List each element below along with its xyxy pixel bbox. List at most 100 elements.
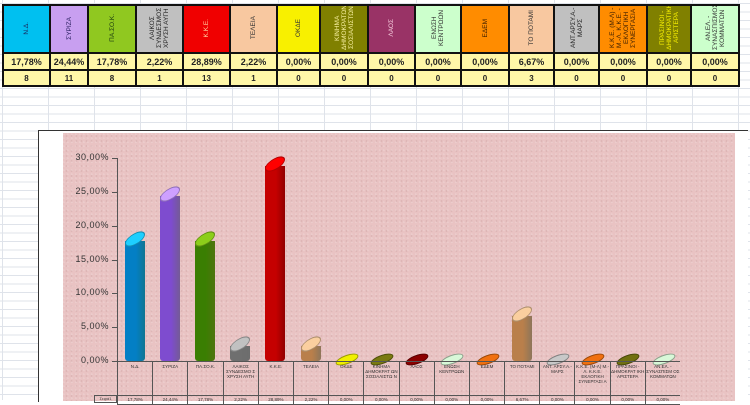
category-label: ΚΙΝΗΜΑ ΔΗΜΟΚΡΑΤ ΩΝ ΣΟΣΙΑΛΙΣΤΩ Ν	[363, 362, 398, 396]
seats-cell[interactable]: 3	[508, 69, 555, 87]
category-label: Κ.Κ.Ε. (Μ-Λ) Μ.-Λ. Κ.Κ.Ε. ΕΚΛΟΓΙΚΗ ΣΥΝΕΡ…	[574, 362, 609, 396]
party-header-cell[interactable]: Κ.Κ.Ε. (Μ-Λ) - Μ.-Λ. Κ.Κ.Ε. - ΕΚΛΟΓΙΚΗ Σ…	[598, 4, 648, 54]
percent-cell[interactable]: 2,22%	[135, 52, 184, 71]
party-header-cell[interactable]: ΠΡΑΣΙΝΟΙ - ΔΗΜΟΚΡΑΤΙΚΗ ΑΡΙΣΤΕΡΑ	[646, 4, 692, 54]
party-header-cell[interactable]: ΕΝΩΣΗ ΚΕΝΤΡΩΩΝ	[414, 4, 462, 54]
bar[interactable]	[265, 152, 286, 361]
y-tick	[112, 158, 117, 159]
percent-cell[interactable]: 0,00%	[276, 52, 321, 71]
bar[interactable]	[230, 333, 251, 361]
seats-row: 8 11 8 1 13 1 0 0 0 0 0 3 0 0 0 0	[2, 69, 740, 87]
percent-cell[interactable]: 0,00%	[319, 52, 369, 71]
data-table-value: 0,00%	[363, 396, 398, 404]
seats-cell[interactable]: 0	[460, 69, 510, 87]
seats-cell[interactable]: 1	[135, 69, 184, 87]
seats-cell[interactable]: 0	[690, 69, 740, 87]
data-table-value: 0,00%	[644, 396, 680, 404]
category-label: ΤΟ ΠΟΤΑΜΙ	[504, 362, 539, 396]
chart-object[interactable]: 0,00% 5,00% 10,00% 15,00% 20,00% 25,00% 30,00%…	[38, 130, 748, 405]
party-header-cell[interactable]: ΛΑΙΚΟΣ ΣΥΝΔΕΣΜΟΣ ΧΡΥΣΗ ΑΥΓΗ	[135, 4, 184, 54]
data-table-value: 0,00%	[468, 396, 504, 404]
category-label: ΠΡΑΣΙΝΟΙ - ΔΗΜΟΚΡΑΤ ΙΚΗ ΑΡΙΣΤΕΡΑ	[609, 362, 645, 396]
data-table-value: 0,00%	[539, 396, 574, 404]
party-name: ΕΔΕΜ	[481, 18, 489, 38]
party-header-cell[interactable]: ΟΚΔΕ	[276, 4, 321, 54]
seats-cell[interactable]: 1	[229, 69, 278, 87]
y-tick-label: 20,00%	[75, 219, 109, 230]
party-header-cell[interactable]: ΣΥΡΙΖΑ	[49, 4, 89, 54]
party-name: Κ.Κ.Ε. (Μ-Λ) - Μ.-Λ. Κ.Κ.Ε. - ΕΚΛΟΓΙΚΗ Σ…	[609, 7, 637, 49]
data-table-value: 17,78%	[187, 396, 222, 404]
party-header-cell[interactable]: Ν.Δ.	[2, 4, 51, 54]
seats-cell[interactable]: 0	[598, 69, 648, 87]
percent-cell[interactable]: 24,44%	[49, 52, 89, 71]
percent-cell[interactable]: 0,00%	[690, 52, 740, 71]
y-tick-label: 30,00%	[75, 152, 109, 162]
seats-cell[interactable]: 0	[414, 69, 462, 87]
bar[interactable]	[300, 333, 321, 361]
party-header-cell[interactable]: ΑΝΤ.ΑΡΣΥ.Α.-ΜΑΡΣ	[553, 4, 600, 54]
bar[interactable]	[195, 228, 215, 361]
category-axis-labels: Ν.Δ. ΣΥΡΙΖΑ ΠΑ.ΣΟ.Κ. ΛΑΙΚΟΣ ΣΥΝΔΕΣΜΟ Σ ΧΡΥΣ…	[117, 361, 680, 396]
party-header-cell[interactable]: ΛΑΟΣ	[367, 4, 416, 54]
data-table-value: 6,67%	[504, 396, 539, 404]
y-tick-label: 0,00%	[80, 355, 109, 365]
percent-cell[interactable]: 0,00%	[646, 52, 692, 71]
data-table-value: 0,00%	[398, 396, 434, 404]
category-label: ΤΕΛΕΙΑ	[292, 362, 328, 396]
seats-cell[interactable]: 8	[2, 69, 51, 87]
chart-data-table: 17,78% 24,44% 17,78% 2,22% 28,89% 2,22% 0,00% 0…	[117, 395, 680, 405]
seats-cell[interactable]: 0	[276, 69, 321, 87]
party-header-cell[interactable]: Κ.Κ.Ε.	[182, 4, 231, 54]
party-name: Κ.Κ.Ε.	[203, 18, 210, 38]
percent-cell[interactable]: 2,22%	[229, 52, 278, 71]
party-name: ΑΝΤ.ΑΡΣΥ.Α.-ΜΑΡΣ	[569, 7, 584, 49]
party-name: ΠΑ.ΣΟ.Κ.	[108, 14, 116, 42]
data-table-series-key: Σειρά1	[94, 395, 117, 403]
data-table-value: 24,44%	[152, 396, 187, 404]
party-header-cell[interactable]: ΤΕΛΕΙΑ	[229, 4, 278, 54]
data-table-value: 0,00%	[574, 396, 609, 404]
bar[interactable]	[124, 228, 145, 361]
party-name: ΕΝΩΣΗ ΚΕΝΤΡΩΩΝ	[431, 9, 445, 47]
percent-cell[interactable]: 0,00%	[598, 52, 648, 71]
y-tick	[112, 293, 117, 295]
seats-cell[interactable]: 0	[646, 69, 692, 87]
party-header-cell[interactable]: ΠΑ.ΣΟ.Κ.	[87, 4, 137, 54]
data-table-value: 28,89%	[257, 396, 293, 404]
seats-cell[interactable]: 0	[319, 69, 369, 87]
percent-cell[interactable]: 6,67%	[508, 52, 555, 71]
bar[interactable]	[511, 303, 532, 361]
percent-cell[interactable]: 0,00%	[460, 52, 510, 71]
percent-cell[interactable]: 0,00%	[553, 52, 600, 71]
y-axis-line	[117, 158, 118, 361]
party-name: Ν.Δ.	[23, 21, 30, 35]
data-table-value: 0,00%	[328, 396, 363, 404]
party-header-cell[interactable]: ΚΙΝΗΜΑ ΔΗΜΟΚΡΑΤΩΝ ΣΟΣΙΑΛΙΣΤΩΝ	[319, 4, 369, 54]
bar[interactable]	[159, 182, 180, 361]
percent-cell[interactable]: 17,78%	[2, 52, 51, 71]
seats-cell[interactable]: 0	[367, 69, 416, 87]
seats-cell[interactable]: 11	[49, 69, 89, 87]
data-table-value: 2,22%	[292, 396, 328, 404]
category-label: ΑΝΤ. ΑΡΣΥ.Α.- ΜΑΡΣ	[539, 362, 574, 396]
party-name: ΛΑΟΣ	[388, 19, 395, 37]
party-name: ΤΕΛΕΙΑ	[250, 16, 257, 40]
category-label: Κ.Κ.Ε.	[257, 362, 293, 396]
party-name: ΤΟ ΠΟΤΑΜΙ	[528, 10, 535, 46]
seats-cell[interactable]: 13	[182, 69, 231, 87]
percent-cell[interactable]: 28,89%	[182, 52, 231, 71]
party-header-cell[interactable]: ΕΔΕΜ	[460, 4, 510, 54]
party-name: ΠΡΑΣΙΝΟΙ - ΔΗΜΟΚΡΑΤΙΚΗ ΑΡΙΣΤΕΡΑ	[658, 6, 680, 50]
seats-cell[interactable]: 0	[553, 69, 600, 87]
party-header-cell[interactable]: ΤΟ ΠΟΤΑΜΙ	[508, 4, 555, 54]
percent-cell[interactable]: 17,78%	[87, 52, 137, 71]
percent-cell[interactable]: 0,00%	[367, 52, 416, 71]
percent-cell[interactable]: 0,00%	[414, 52, 462, 71]
party-name: ΣΥΡΙΖΑ	[65, 16, 73, 40]
seats-cell[interactable]: 8	[87, 69, 137, 87]
y-tick	[112, 225, 117, 227]
party-header-cell[interactable]: ΑΝ.ΕΛ. - ΣΥΝΑΣΠΙΣΜΟΣ ΚΟΜΜΑΤΩΝ	[690, 4, 740, 54]
category-label: ΛΑΟΣ	[398, 362, 434, 396]
y-tick-label: 10,00%	[75, 287, 109, 298]
